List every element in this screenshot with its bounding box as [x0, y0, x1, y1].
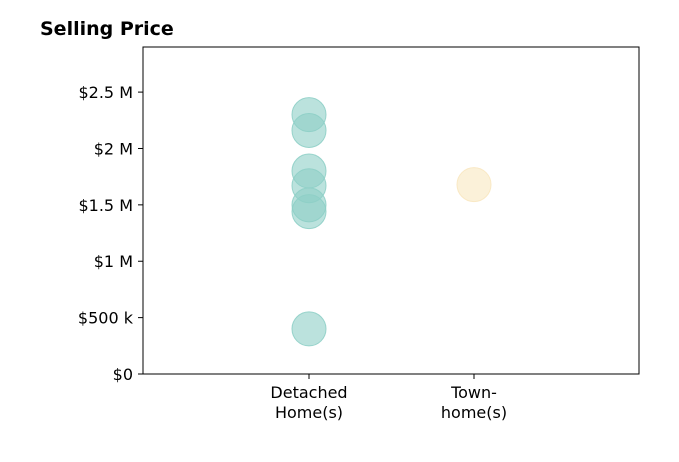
y-tick-label: $1 M: [94, 252, 133, 271]
y-tick-label: $0: [113, 365, 133, 384]
data-points-layer: [291, 97, 492, 347]
y-tick-label: $500 k: [78, 309, 134, 328]
y-axis: $0 $500 k $1 M $1.5 M $2 M $2.5 M: [78, 83, 143, 384]
data-point: [456, 167, 492, 203]
chart-title: Selling Price: [40, 18, 174, 40]
x-tick-label: Detached: [270, 383, 347, 402]
plot-area-frame: [142, 46, 640, 375]
y-tick-label: $1.5 M: [78, 196, 133, 215]
y-tick-label: $2.5 M: [78, 83, 133, 102]
y-tick-label: $2 M: [94, 139, 133, 158]
x-tick-label: Home(s): [275, 403, 343, 422]
x-tick-label: home(s): [441, 403, 507, 422]
data-point: [291, 311, 327, 347]
x-tick-label: Town-: [450, 383, 497, 402]
data-point: [291, 194, 327, 230]
data-point: [291, 112, 327, 148]
